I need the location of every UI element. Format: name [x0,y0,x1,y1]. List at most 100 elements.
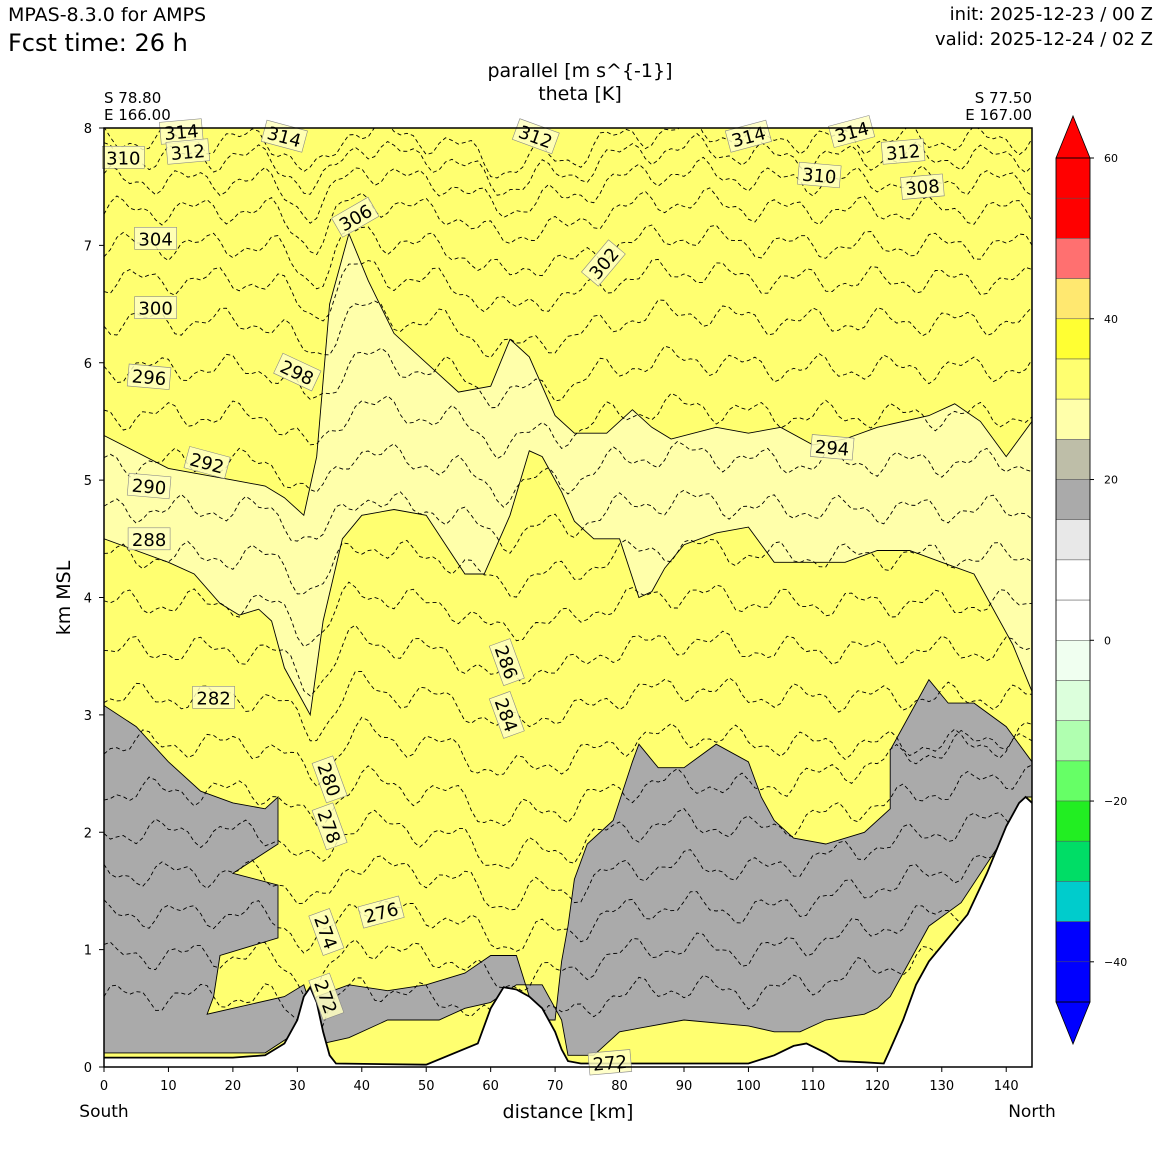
contour-label-text: 272 [592,1052,628,1076]
right-endpoint-lon: E 167.00 [965,106,1032,124]
contour-label-text: 314 [163,121,199,145]
theta-contour-294 [104,489,1032,554]
x-tick-label: 110 [800,1079,825,1094]
x-tick-label: 60 [482,1079,499,1094]
theta-contour-308 [104,187,1032,256]
colorbar-tick-label: 60 [1104,152,1118,165]
theta-contour-292 [104,539,1032,598]
x-tick-label: 120 [865,1079,890,1094]
colorbar-extend-bottom [1055,1001,1091,1046]
contour-label-text: 312 [170,141,206,165]
y-tick-label: 0 [84,1061,92,1076]
contour-label-text: 294 [814,437,850,461]
colorbar-bin [1055,238,1091,279]
contour-label-box [828,115,876,148]
contour-label-box [134,296,177,319]
contour-label-box [488,691,525,739]
contour-label-box [308,908,345,956]
theta-contour-310 [104,156,1032,224]
theta-contour-274 [104,887,1032,1000]
y-tick-label: 2 [84,826,92,841]
colorbar-bin [1055,439,1091,480]
contour-label-text: 290 [131,476,167,500]
left-endpoint-lon: E 166.00 [104,106,171,124]
wind-band-15 [104,678,1032,1056]
contour-label-box [581,239,626,287]
theta-contour-302 [104,299,1032,359]
valid-time: valid: 2025-12-24 / 02 Z [935,29,1153,50]
y-tick-label: 6 [84,357,92,372]
contour-label-272: 272 [587,1049,633,1076]
x-axis-ticks: 0 10 20 30 40 50 60 70 80 90 100 110 120 130 140 [100,1067,1019,1094]
colorbar-bin [1055,318,1091,360]
colorbar-bin [1055,157,1091,199]
contour-label-box [809,434,855,461]
y-tick-label: 7 [84,239,92,254]
contour-label-text: 300 [138,299,172,320]
terrain [104,795,1032,1067]
contour-label-box [308,972,345,1021]
y-tick-label: 1 [84,944,92,959]
y-tick-label: 4 [84,592,92,607]
theta-contour-276 [104,850,1032,954]
contour-label-box [880,138,926,165]
theta-contour-304 [104,258,1032,322]
contour-label-304: 304 [134,227,177,250]
colorbar-bin [1055,519,1091,561]
colorbar-tick-label: −20 [1104,795,1127,808]
colorbar-bin [1055,881,1091,922]
colorbar: 60 40 20 0 −20 −40 [1055,114,1127,1046]
contour-label-box [587,1049,633,1076]
wind-band-25 [104,232,1032,717]
theta-contour-312 [104,132,1032,196]
contour-label-text: 310 [106,148,140,169]
theta-contour-306 [104,224,1032,290]
x-tick-label: 50 [418,1079,435,1094]
chart-title-line-2: theta [K] [538,83,622,105]
x-axis-label: distance [km] [503,1101,634,1123]
contour-label-292: 292 [183,446,231,479]
colorbar-tick-label: 0 [1104,634,1111,647]
colorbar-tick-label: 40 [1104,313,1118,326]
y-axis-label: km MSL [53,560,75,635]
x-tick-label: 40 [354,1079,371,1094]
contour-label-box [102,146,145,169]
y-tick-label: 3 [84,709,92,724]
contour-label-box [127,527,171,551]
theta-contour-300 [104,345,1032,409]
contour-label-box [165,138,211,165]
contour-label-box [192,685,235,709]
contour-label-box [357,895,405,929]
contour-label-text: 310 [801,165,837,189]
chart-title-line-1: parallel [m s^{-1}] [487,60,673,82]
right-direction-label: North [1008,1102,1056,1122]
y-tick-label: 5 [84,474,92,489]
contour-label-300: 300 [134,296,177,320]
theta-contour-272 [104,925,1032,1044]
colorbar-bin [1055,720,1091,762]
contour-label-text: 304 [138,229,172,250]
model-title: MPAS-8.3.0 for AMPS [8,4,207,26]
colorbar-extend-top [1055,114,1091,159]
colorbar-bin [1055,800,1091,842]
theta-contour-314 [104,128,1032,179]
x-tick-label: 80 [611,1079,628,1094]
contour-label-310: 310 [797,161,842,189]
contour-label-text: 288 [132,530,166,551]
colorbar-bin [1055,479,1091,520]
forecast-time: Fcst time: 26 h [8,29,188,57]
contour-label-312: 312 [165,138,211,165]
x-tick-label: 140 [994,1079,1019,1094]
init-time: init: 2025-12-23 / 00 Z [949,4,1153,25]
colorbar-bin [1055,197,1091,239]
x-tick-label: 0 [100,1079,108,1094]
colorbar-bin [1055,358,1091,400]
contour-label-box [797,161,842,189]
contour-label-314: 314 [159,118,204,145]
theta-contour-286 [104,671,1032,742]
x-tick-label: 100 [736,1079,761,1094]
terrain-line [104,795,1032,1066]
colorbar-bin [1055,640,1091,681]
theta-contour-280 [104,764,1032,869]
